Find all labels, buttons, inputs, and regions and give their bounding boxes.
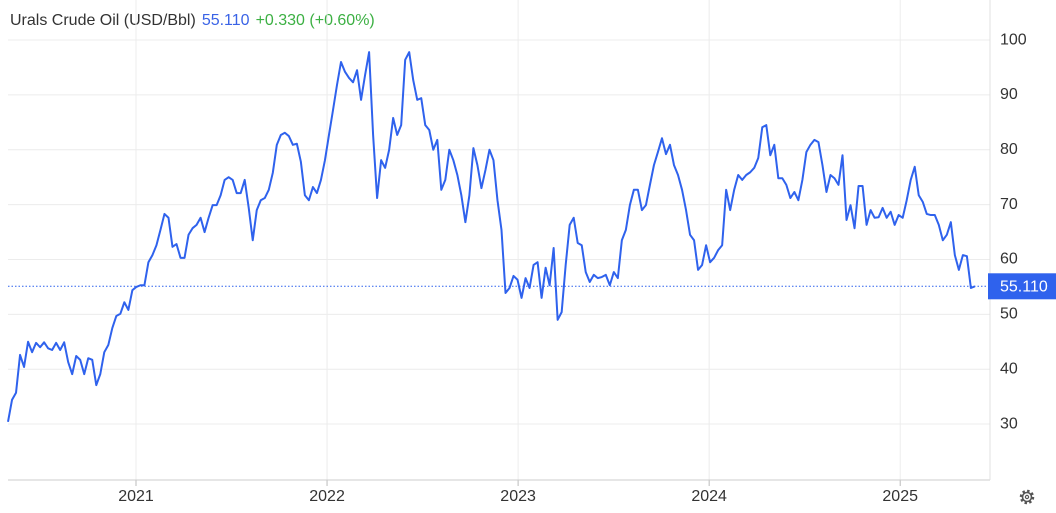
y-tick-label: 60 <box>1000 251 1018 268</box>
grid <box>8 0 990 480</box>
settings-icon[interactable] <box>1019 489 1035 505</box>
header: Urals Crude Oil (USD/Bbl) 55.110 +0.330 (+… <box>10 12 381 30</box>
change: +0.330 (+0.60%) <box>255 12 375 29</box>
y-tick-label: 90 <box>1000 86 1018 103</box>
last-price-box <box>988 273 1056 300</box>
y-tick-label: 70 <box>1000 196 1018 213</box>
gear-ring <box>1021 491 1033 503</box>
x-tick-label: 2023 <box>500 488 536 505</box>
gear-teeth <box>1019 489 1035 505</box>
price-line <box>7 51 976 423</box>
y-tick-label: 100 <box>1000 31 1027 48</box>
gear-hub <box>1024 494 1030 500</box>
chart-title: Urals Crude Oil (USD/Bbl) <box>10 12 196 29</box>
y-tick-label: 50 <box>1000 306 1018 323</box>
price: 55.110 <box>201 12 250 29</box>
x-tick-label: 2021 <box>118 488 154 505</box>
last-price-label: 55.110 <box>1000 279 1048 296</box>
x-tick-label: 2024 <box>691 488 727 505</box>
y-tick-label: 80 <box>1000 141 1018 158</box>
y-tick-label: 40 <box>1000 360 1018 377</box>
y-tick-label: 30 <box>1000 415 1018 432</box>
x-tick-label: 2022 <box>309 488 345 505</box>
x-tick-label: 2025 <box>882 488 918 505</box>
